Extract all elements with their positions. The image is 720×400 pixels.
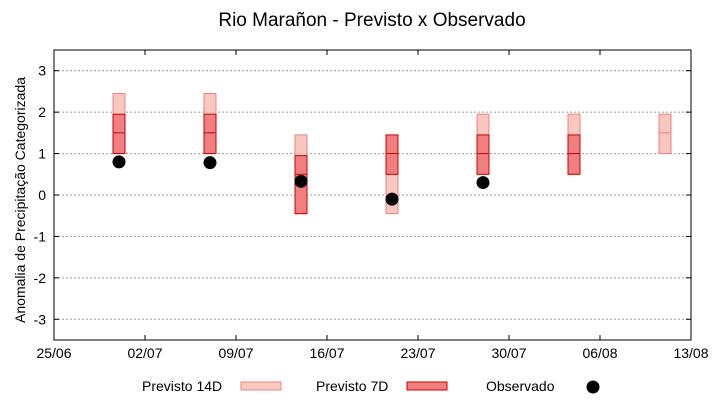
forecast-7d-bar xyxy=(112,113,126,155)
x-tick-label: 30/07 xyxy=(491,345,526,361)
y-tick-label: 2 xyxy=(38,104,46,120)
y-tick-label: -2 xyxy=(34,270,47,286)
x-tick-label: 06/08 xyxy=(582,345,617,361)
forecast-7d-bar xyxy=(476,134,490,175)
x-tick-label: 25/06 xyxy=(36,345,71,361)
legend-label: Previsto 14D xyxy=(142,378,222,394)
plot-area xyxy=(112,93,672,215)
forecast-7d-bar xyxy=(385,134,399,175)
legend: Previsto 14D Previsto 7D Observado xyxy=(142,378,600,394)
legend-swatch-7d xyxy=(406,381,448,391)
legend-swatch-observed xyxy=(586,380,600,394)
grid xyxy=(54,70,691,320)
y-tick-label: 0 xyxy=(38,187,46,203)
observed-point xyxy=(203,156,217,170)
legend-label: Observado xyxy=(486,378,555,394)
y-axis-label: Anomalia de Precipitação Categorizada xyxy=(12,77,28,323)
x-tick-label: 16/07 xyxy=(309,345,344,361)
y-tick-label: 1 xyxy=(38,146,46,162)
forecast-14d-bar xyxy=(658,113,672,155)
legend-label: Previsto 7D xyxy=(316,378,388,394)
x-tick-label: 09/07 xyxy=(218,345,253,361)
observed-point xyxy=(294,174,308,188)
x-tick-label: 02/07 xyxy=(127,345,162,361)
x-axis: 25/06 02/07 09/07 16/07 23/07 30/07 06/08 13/08 xyxy=(36,50,709,361)
observed-point xyxy=(385,192,399,206)
observed-point xyxy=(112,155,126,169)
legend-swatch-14d xyxy=(240,381,282,391)
y-axis: 3 2 1 0 -1 -2 -3 xyxy=(34,63,691,327)
y-tick-label: -1 xyxy=(34,228,47,244)
observed-point xyxy=(476,176,490,190)
y-tick-label: -3 xyxy=(34,311,47,327)
x-tick-label: 23/07 xyxy=(400,345,435,361)
y-tick-label: 3 xyxy=(38,63,46,79)
chart-title: Rio Marañon - Previsto x Observado xyxy=(218,10,525,31)
forecast-7d-bar xyxy=(203,113,217,155)
x-tick-label: 13/08 xyxy=(673,345,708,361)
forecast-7d-bar xyxy=(567,134,581,175)
